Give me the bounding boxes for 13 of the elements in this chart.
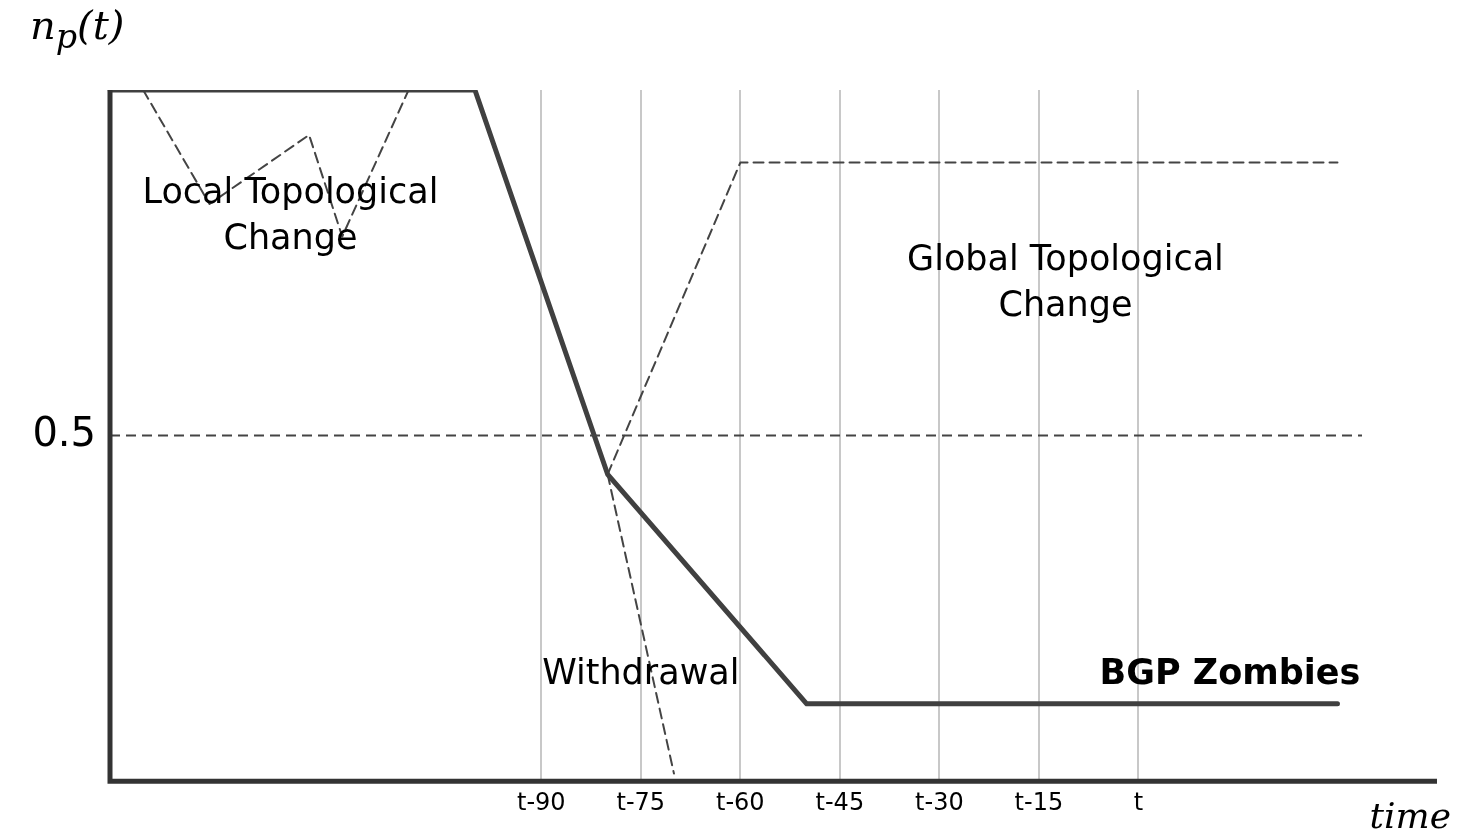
x-tick-label: t-45 (815, 787, 865, 816)
annotation: BGP Zombies (1099, 651, 1361, 692)
annotation: Global Topological Change (907, 237, 1224, 324)
x-tick-label: t-90 (516, 787, 566, 816)
ref-line-label: 0.5 (32, 408, 96, 455)
annotation: Withdrawal (542, 651, 740, 692)
x-tick-label: t-60 (716, 787, 765, 816)
x-axis-title: time (1369, 795, 1451, 836)
x-tick-label: t-15 (1014, 787, 1064, 816)
x-tick-label: t (1133, 787, 1144, 816)
x-tick-label: t-75 (616, 787, 666, 816)
y-axis-title: n$_{p}$(t) (30, 2, 125, 56)
x-tick-label: t-30 (915, 787, 964, 816)
